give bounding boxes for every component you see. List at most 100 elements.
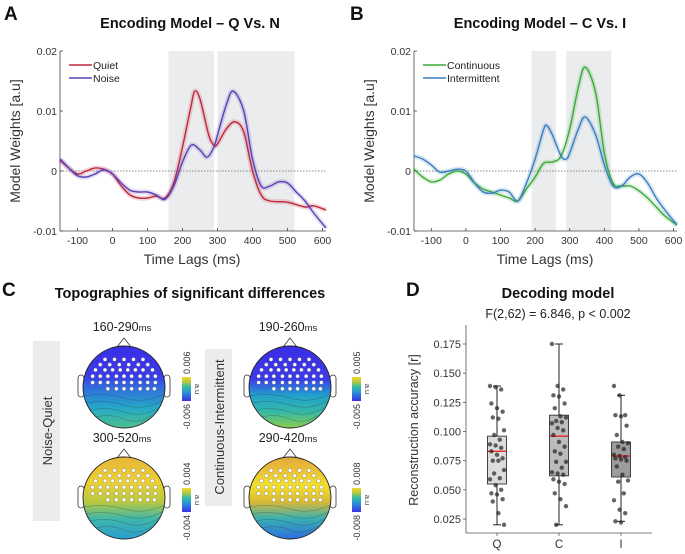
contour-line (86, 511, 162, 519)
legend-label-noise: Noise (93, 73, 120, 85)
data-point-i (616, 444, 621, 449)
y-tick-label: 0 (405, 166, 411, 178)
topographies-title: Topographies of significant differences (55, 286, 325, 302)
data-point-c (556, 394, 562, 399)
x-tick-label: -100 (421, 235, 442, 247)
significant-electrode (121, 491, 127, 496)
data-point-i (624, 423, 629, 428)
significant-electrode (145, 497, 150, 502)
significant-electrode (131, 468, 136, 473)
significant-electrode (271, 491, 276, 496)
significant-electrode (306, 468, 312, 473)
significant-electrode (292, 473, 297, 478)
data-point-c (562, 481, 567, 487)
data-point-c (561, 387, 566, 392)
significant-electrode (145, 380, 150, 385)
data-point-i (617, 453, 622, 459)
data-point-i (611, 383, 617, 389)
series-line-intermittent (413, 116, 678, 226)
significant-electrode (114, 374, 119, 379)
data-point-c (549, 470, 555, 475)
data-point-q (497, 475, 502, 481)
significant-electrode (311, 386, 316, 391)
topographies: 160-290ms0.006-0.006a.u300-520ms0.004-0.… (77, 320, 372, 541)
data-point-q (500, 496, 505, 502)
significant-electrode (138, 497, 143, 502)
data-point-i (624, 458, 629, 463)
data-point-q (492, 471, 497, 476)
significant-electrode (90, 380, 95, 385)
topomap-300-520: 300-520ms 0.004 -0.004 a.u (77, 431, 202, 541)
chart-d-ylabel: Reconstruction accuracy [r] (407, 354, 421, 505)
significant-electrode (316, 478, 321, 483)
series-line-continuous (413, 66, 678, 226)
significant-electrode (150, 367, 155, 372)
legend-label-intermittent: Intermittent (447, 73, 500, 85)
x-tick-label-i: I (619, 539, 622, 551)
significant-electrode (268, 468, 274, 473)
significant-electrode (280, 497, 285, 502)
data-point-i (618, 414, 624, 419)
significant-electrode (280, 485, 285, 490)
significant-electrode (153, 491, 158, 496)
colorbar-max: 0.004 (182, 462, 192, 485)
significant-electrode (121, 497, 127, 502)
data-point-c (558, 496, 563, 502)
data-point-q (493, 384, 498, 390)
y-tick-label: 0.02 (37, 46, 58, 58)
significant-electrode (131, 357, 136, 362)
x-tick-label: 100 (492, 235, 510, 247)
significant-electrode (121, 386, 127, 391)
colorbar-max: 0.005 (352, 351, 362, 374)
significant-electrode (145, 485, 150, 490)
data-point-c (556, 439, 562, 445)
y-tick-label: 0.02 (391, 46, 412, 58)
data-point-c (554, 418, 559, 424)
data-point-q (487, 477, 493, 482)
significant-electrode (117, 362, 122, 367)
significant-electrode (264, 473, 269, 478)
data-point-q (496, 510, 501, 516)
topomap-190-260: 190-260ms 0.005 -0.005 a.u (243, 320, 372, 430)
contour-line (261, 414, 319, 422)
data-point-q (496, 416, 501, 421)
significant-electrode (90, 374, 95, 379)
significant-electrode (276, 367, 281, 372)
data-point-q (490, 499, 495, 504)
significant-electrode (98, 473, 103, 478)
significant-electrode (140, 357, 146, 362)
data-point-i (616, 479, 621, 484)
significant-electrode (273, 473, 278, 478)
data-point-i (623, 412, 628, 418)
nose-icon (116, 337, 132, 348)
legend-label-continuous: Continuous (447, 60, 500, 72)
significant-electrode (98, 362, 103, 367)
significant-electrode (271, 380, 276, 385)
contour-line (252, 511, 328, 519)
significance-shading (217, 51, 295, 231)
chart-a-xlabel: Time Lags (ms) (144, 251, 241, 267)
contour-line (95, 414, 153, 422)
topomap-time-window: 160-290ms (93, 320, 152, 334)
time-window-unit: ms (305, 323, 318, 334)
data-point-c (554, 459, 559, 465)
significant-electrode (297, 357, 302, 362)
x-tick-label: 500 (279, 235, 297, 247)
significant-electrode (264, 380, 269, 385)
significant-electrode (287, 468, 293, 473)
chart-a-ylabel: Model Weights [a.u] (7, 79, 23, 202)
data-point-i (623, 510, 628, 516)
time-window-unit: ms (139, 434, 152, 445)
chart-d: 0.025 0.050 0.075 0.100 0.125 0.150 0.175 Q C I (433, 325, 652, 551)
significant-electrode (295, 374, 300, 379)
panel-label-a: A (4, 4, 18, 25)
chart-d-subtitle: F(2,62) = 6.846, p < 0.002 (485, 307, 630, 321)
data-point-q (501, 522, 507, 528)
significant-electrode (256, 485, 261, 490)
topomap-time-window: 300-520ms (93, 431, 152, 445)
significant-electrode (129, 485, 134, 490)
significant-electrode (287, 357, 293, 362)
significant-electrode (121, 468, 127, 473)
significant-electrode (110, 478, 115, 483)
significant-electrode (107, 362, 112, 367)
